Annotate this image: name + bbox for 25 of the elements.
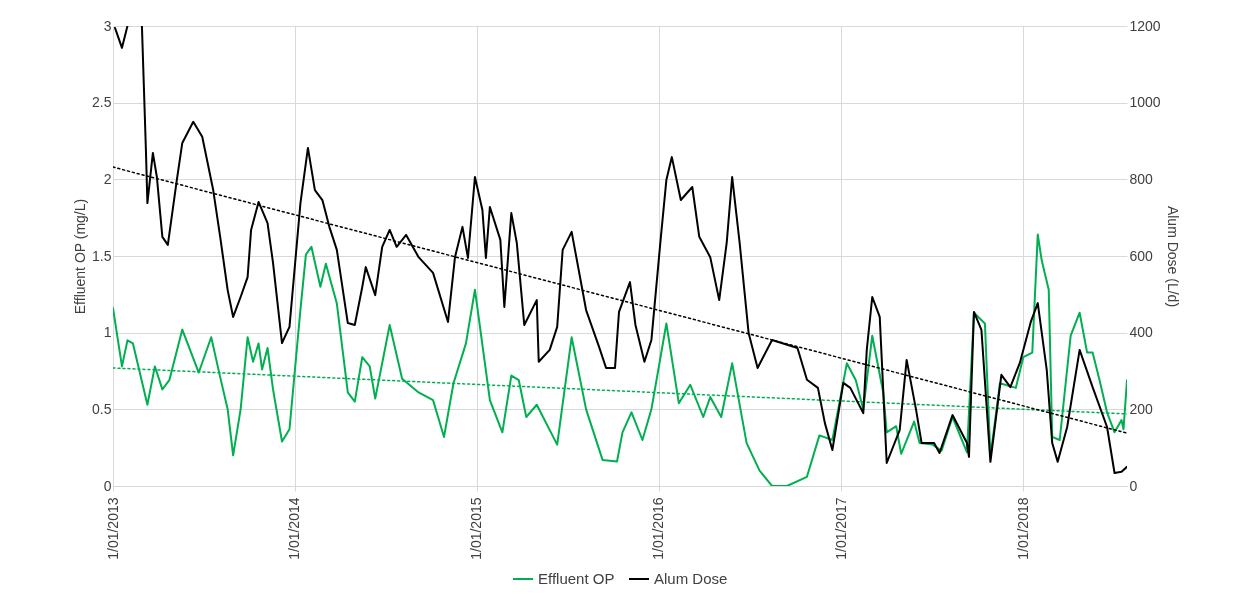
y-tick-label: 0.5: [92, 400, 112, 417]
x-tick-label: 1/01/2017: [832, 497, 849, 560]
legend-label: Alum Dose: [654, 570, 728, 587]
x-tick-label: 1/01/2016: [650, 497, 667, 560]
y-tick-label: 1: [103, 324, 112, 341]
x-tick-label: 1/01/2015: [468, 497, 485, 560]
x-tick-label: 1/01/2014: [286, 497, 303, 560]
y2-tick-label: 0: [1129, 477, 1138, 494]
y-tick-label: 2.5: [92, 94, 112, 111]
y-tick-label: 3: [103, 17, 112, 34]
y2-tick-label: 400: [1129, 324, 1154, 341]
x-tick-label: 1/01/2013: [104, 497, 121, 560]
y2-tick-label: 800: [1129, 170, 1154, 187]
y-tick-label: 1.5: [92, 247, 112, 264]
y2-tick-label: 1000: [1129, 94, 1161, 111]
y2-tick-label: 600: [1129, 247, 1154, 264]
y2-tick-label: 200: [1129, 400, 1154, 417]
y2-axis-title: Alum Dose (L/d): [1164, 205, 1181, 308]
y-tick-label: 0: [103, 477, 112, 494]
y-tick-label: 2: [103, 170, 112, 187]
legend-label: Effluent OP: [538, 570, 615, 587]
line-series: [113, 233, 1127, 486]
y2-tick-label: 1200: [1129, 17, 1161, 34]
x-tick-label: 1/01/2018: [1014, 497, 1031, 560]
y-axis-title: Effluent OP (mg/L): [72, 198, 89, 315]
